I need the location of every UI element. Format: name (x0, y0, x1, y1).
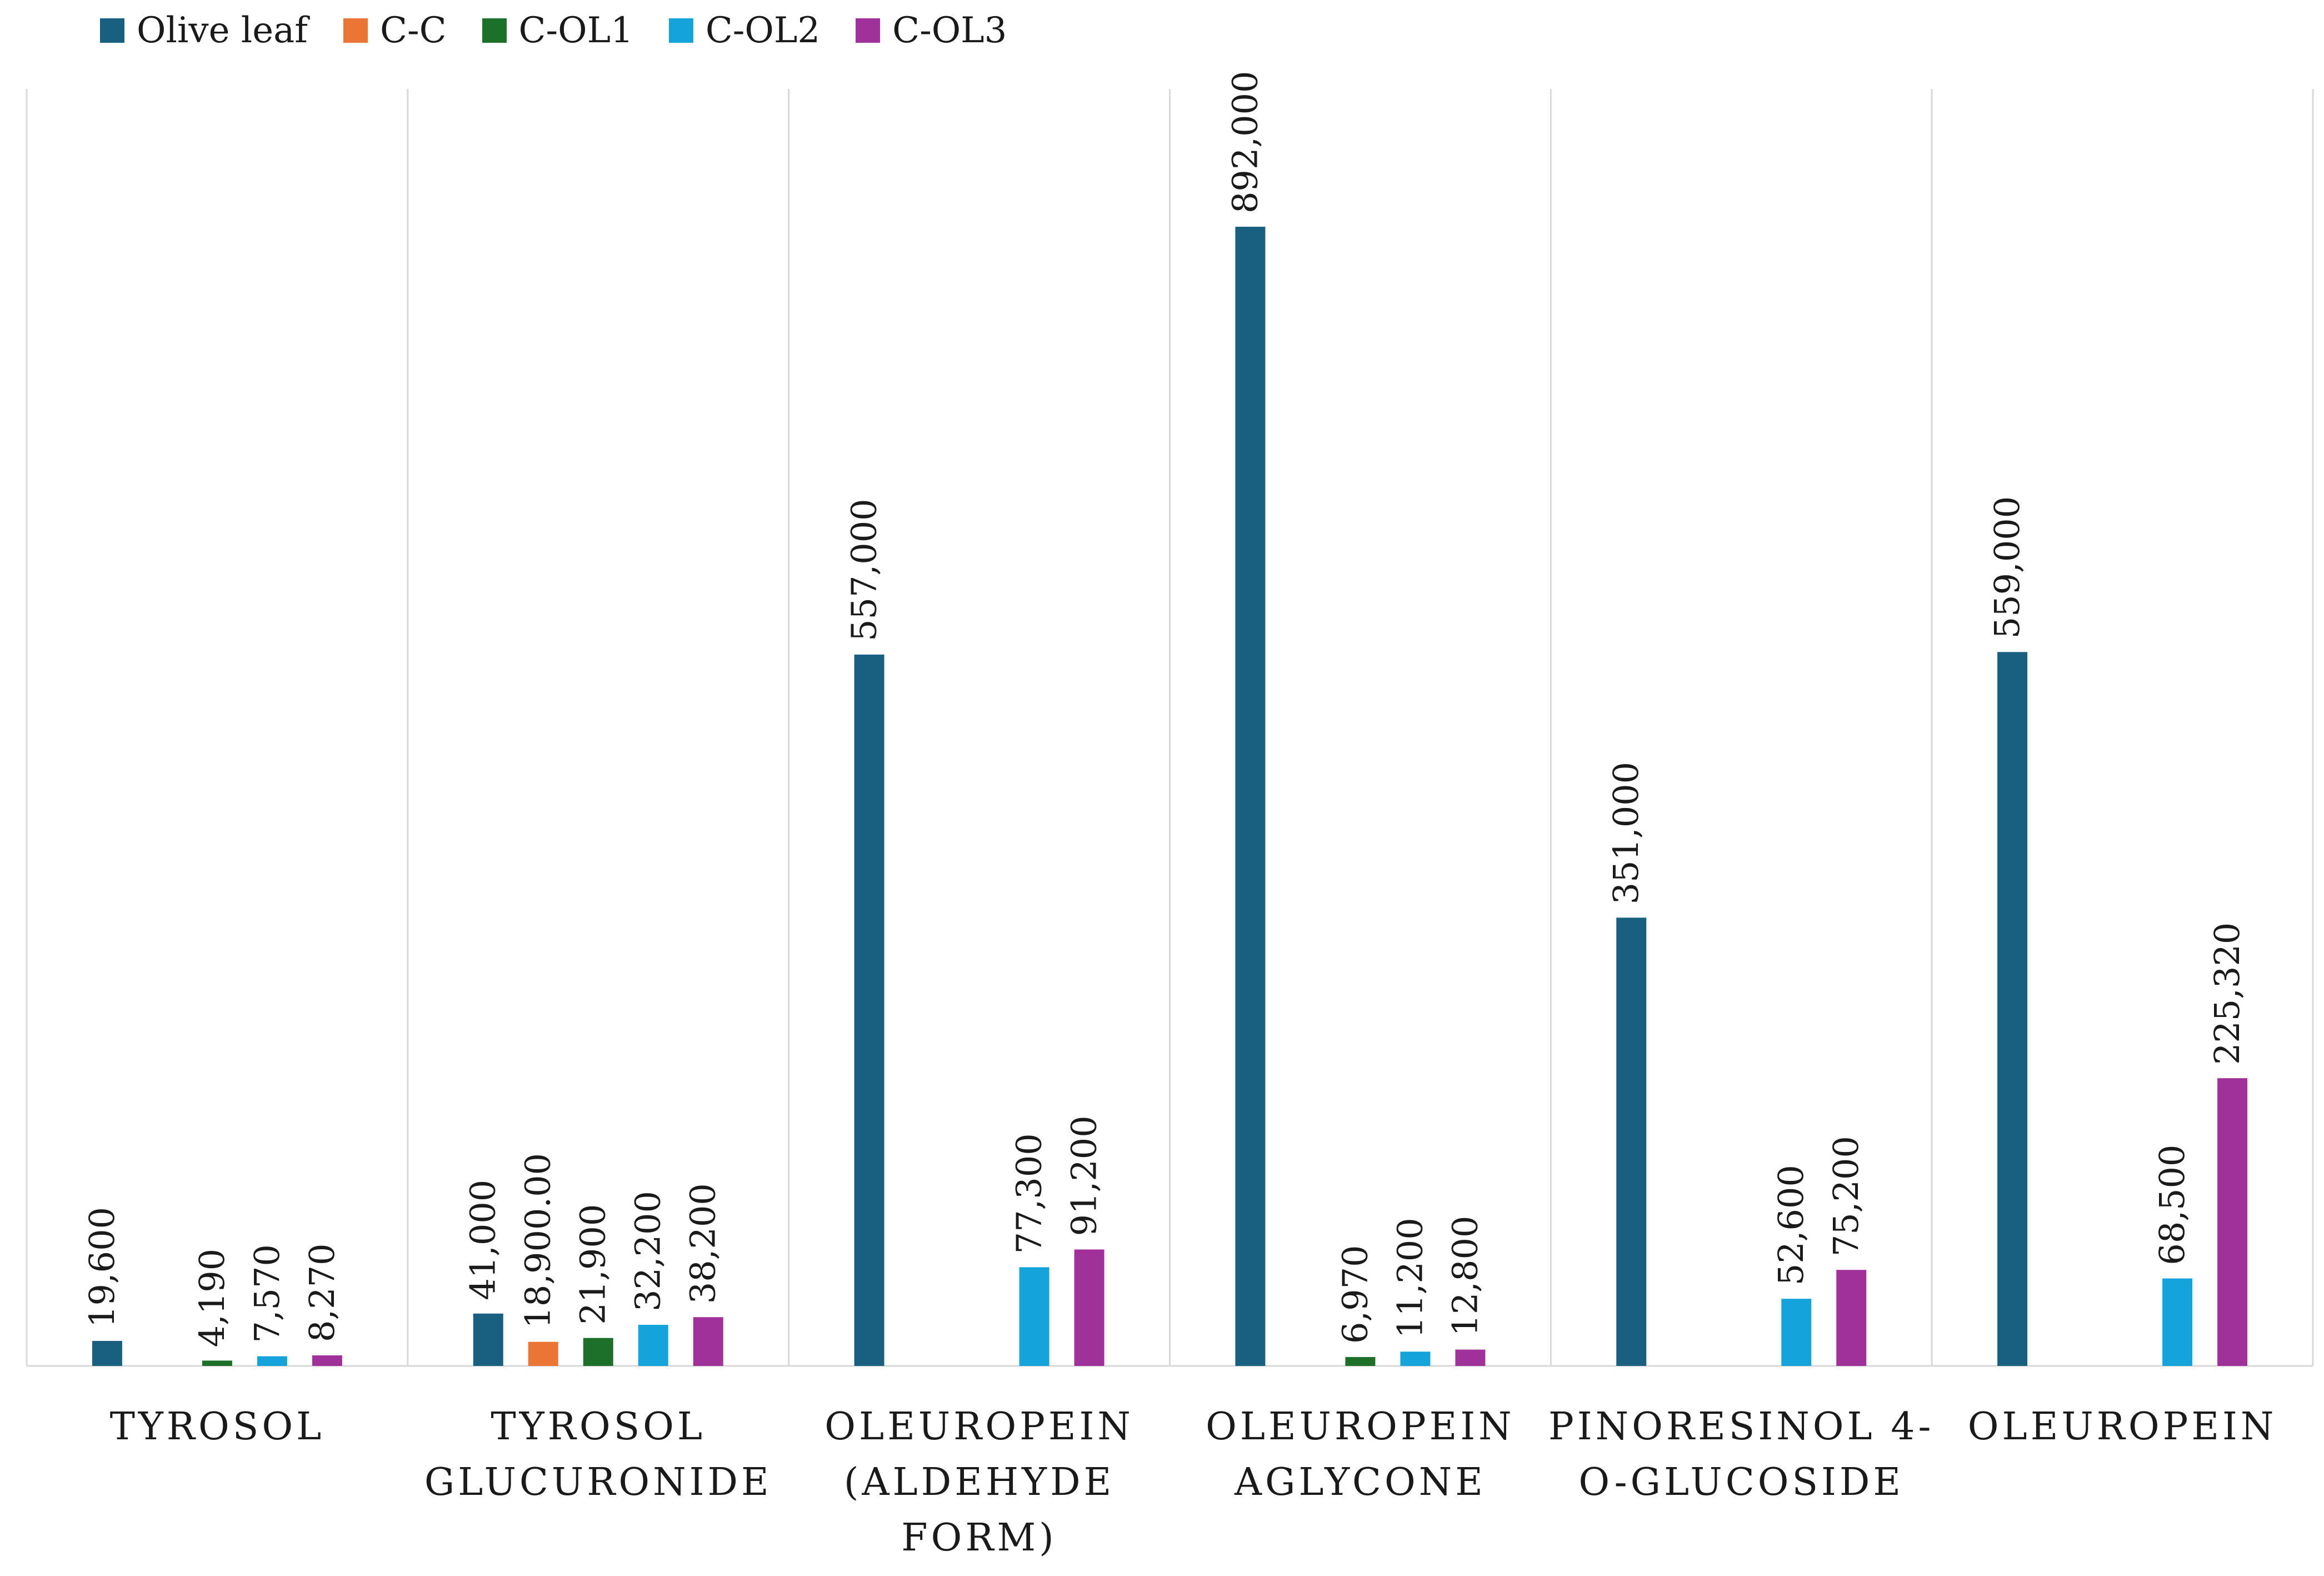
data-label: 38,200 (683, 1183, 723, 1304)
legend-label: C-OL2 (705, 10, 821, 51)
legend-label: C-OL3 (892, 10, 1007, 51)
bar (1836, 1270, 1867, 1366)
data-label: 225,320 (2207, 922, 2247, 1065)
bar (257, 1356, 287, 1366)
x-tick-label: TYROSOL GLUCURONIDE (424, 1405, 772, 1504)
chart-legend: Olive leaf C-C C-OL1 C-OL2 C-OL3 (100, 10, 1042, 51)
bar (312, 1355, 342, 1366)
x-tick-label: OLEUROPEIN (1968, 1405, 2277, 1449)
data-label: 91,200 (1064, 1115, 1104, 1236)
legend-swatch (668, 18, 693, 43)
legend-label: Olive leaf (137, 10, 308, 51)
data-label: 4,190 (192, 1249, 232, 1348)
data-label: 6,970 (1335, 1245, 1375, 1344)
bar (1345, 1356, 1376, 1366)
legend-item: C-OL3 (856, 10, 1007, 51)
bar (1235, 227, 1266, 1366)
data-label: 32,200 (628, 1191, 668, 1311)
data-label: 559,000 (1987, 496, 2027, 639)
x-tick-label: TYROSOL (110, 1405, 325, 1449)
bar (1019, 1267, 1049, 1366)
bar (2162, 1278, 2193, 1366)
bar (1074, 1249, 1104, 1366)
bar (854, 654, 884, 1366)
bar (473, 1313, 503, 1366)
bar (693, 1317, 723, 1366)
legend-swatch (482, 18, 507, 43)
x-tick-label: OLEUROPEIN (ALDEHYDE FORM) (824, 1405, 1134, 1560)
data-label: 8,270 (302, 1243, 342, 1342)
data-label: 68,500 (2152, 1145, 2192, 1265)
bar (1455, 1349, 1486, 1366)
bar (638, 1324, 668, 1366)
bar (1400, 1351, 1431, 1366)
data-label: 52,600 (1771, 1165, 1811, 1285)
bar (2217, 1078, 2248, 1366)
data-label: 892,000 (1225, 71, 1265, 213)
data-label: 19,600 (82, 1207, 122, 1328)
data-label: 21,900 (573, 1204, 613, 1325)
bar (1616, 917, 1647, 1366)
bar (1997, 652, 2028, 1366)
legend-swatch (100, 18, 124, 43)
bar (528, 1341, 558, 1366)
data-label: 557,000 (844, 499, 884, 641)
bar (1781, 1299, 1812, 1366)
data-label: 11,200 (1390, 1218, 1430, 1338)
legend-label: C-OL1 (518, 10, 633, 51)
legend-item: C-OL1 (482, 10, 633, 51)
data-label: 75,200 (1826, 1136, 1866, 1256)
bar (92, 1340, 122, 1366)
data-label: 12,800 (1445, 1216, 1485, 1336)
data-label: 77,300 (1009, 1133, 1049, 1254)
legend-swatch (856, 18, 881, 43)
x-tick-label: OLEUROPEIN AGLYCONE (1206, 1405, 1515, 1504)
data-label: 7,570 (247, 1244, 287, 1343)
data-label: 41,000 (463, 1180, 503, 1300)
legend-item: C-C (343, 10, 447, 51)
data-label: 18,900.00 (518, 1153, 558, 1329)
legend-swatch (343, 18, 368, 43)
x-tick-label: PINORESINOL 4-O-GLUCOSIDE (1548, 1405, 1934, 1504)
data-label: 351,000 (1606, 762, 1646, 904)
legend-item: Olive leaf (100, 10, 308, 51)
bar (583, 1338, 613, 1366)
bar (202, 1360, 232, 1366)
legend-item: C-OL2 (668, 10, 821, 51)
legend-label: C-C (379, 10, 447, 51)
